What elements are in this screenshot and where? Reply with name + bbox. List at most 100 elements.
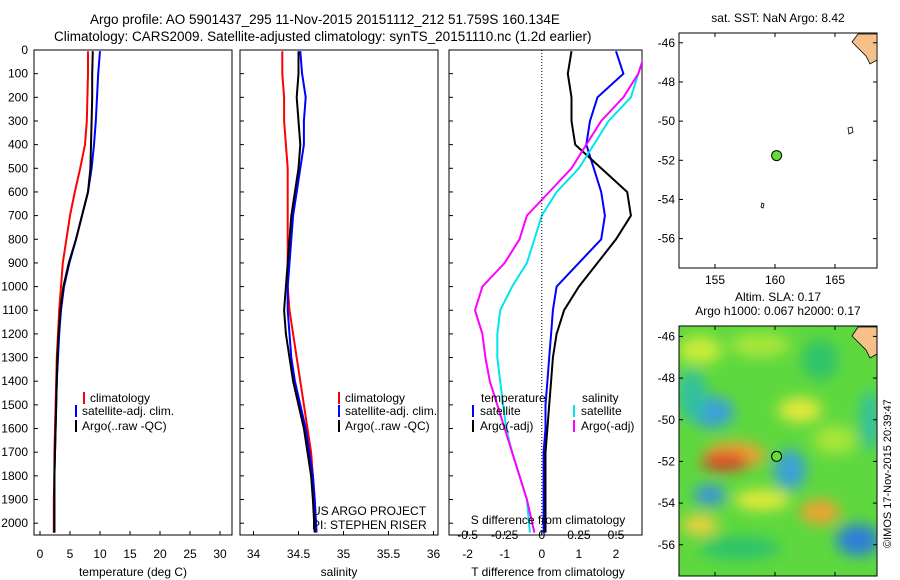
map-y-tick-label: -50 <box>658 413 676 427</box>
depth-tick-label: 200 <box>8 90 28 104</box>
sla-map-subtitle: Argo h1000: 0.067 h2000: 0.17 <box>695 304 861 318</box>
depth-tick-label: 1700 <box>1 445 28 459</box>
x-tick-label: 20 <box>153 547 167 561</box>
legend-label-climatology: climatology <box>90 391 150 405</box>
title-line-1: Argo profile: AO 5901437_295 11-Nov-2015… <box>90 12 560 27</box>
depth-tick-label: 300 <box>8 114 28 128</box>
map-x-tick-label: 165 <box>825 273 845 287</box>
depth-axis: 0 100 200 300 400 500 600 700 800 900 1000 1100 1200… <box>1 43 453 530</box>
x-tick-label: 36 <box>427 547 441 561</box>
map-y-tick-label: -48 <box>658 371 676 385</box>
map-y-tick-label: -46 <box>658 36 676 50</box>
temperature-legend: climatology satellite-adj. clim. Argo(..… <box>75 391 174 433</box>
float-position-marker <box>771 450 783 462</box>
x-tick-label: 15 <box>123 547 137 561</box>
map-x-tick-label: 160 <box>765 273 785 287</box>
land-shape-top <box>851 33 878 65</box>
sla-map-panel <box>678 325 878 577</box>
map-y-tick-label: -54 <box>658 192 676 206</box>
series-line-argo-raw-qc- <box>283 51 316 533</box>
project-credit: US ARGO PROJECT <box>312 504 427 518</box>
legend-label-satellite: satellite-adj. clim. <box>345 404 437 418</box>
legend-label-s-satellite: satellite <box>581 404 622 418</box>
series-line-satellite-adj-clim- <box>286 51 318 533</box>
x-tick-label: 10 <box>93 547 107 561</box>
top-tick-label: -0.5 <box>457 528 478 542</box>
x-tick-label: 30 <box>213 547 227 561</box>
top-tick-label: -0.25 <box>491 528 519 542</box>
map-y-tick-label: -56 <box>658 232 676 246</box>
depth-tick-label: 600 <box>8 185 28 199</box>
depth-tick-label: 1100 <box>2 303 28 317</box>
land-shape-top <box>851 326 877 359</box>
depth-tick-label: 0 <box>21 43 28 57</box>
depth-tick-label: 1400 <box>1 374 28 388</box>
depth-tick-label: 1300 <box>1 351 28 365</box>
sla-map-title: Altim. SLA: 0.17 <box>735 290 821 304</box>
pi-credit: PI: STEPHEN RISER <box>312 518 427 532</box>
map-y-tick-label: -50 <box>658 114 676 128</box>
legend-label-climatology: climatology <box>345 391 405 405</box>
top-tick-label: 0 <box>538 528 545 542</box>
series-line-argo-raw-qc- <box>53 51 94 533</box>
depth-tick-label: 900 <box>8 256 28 270</box>
legend-label-satellite: satellite-adj. clim. <box>82 404 174 418</box>
float-position-marker <box>771 150 783 162</box>
island-shape <box>760 202 765 209</box>
salinity-panel <box>239 49 439 536</box>
temperature-axis-label: temperature (deg C) <box>79 565 187 579</box>
map-x-tick-label: 155 <box>705 273 725 287</box>
s-difference-top-ticks: -0.5 -0.25 0 0.25 0.5 <box>457 528 624 542</box>
profile-series <box>52 50 642 533</box>
x-tick-label: 34 <box>247 547 261 561</box>
series-line-argo-adj- <box>544 51 632 533</box>
depth-tick-label: 400 <box>8 138 28 152</box>
legend-title-salinity: salinity <box>582 391 619 405</box>
x-tick-label: -2 <box>462 547 473 561</box>
x-axes: 0 5 10 15 20 25 30 34 34.5 35 35.5 36 -2 -1 0 1 2 <box>37 531 620 561</box>
depth-tick-label: 1900 <box>1 493 28 507</box>
panel-series-group <box>52 51 101 533</box>
panel-series-group <box>473 50 642 533</box>
depth-tick-label: 1500 <box>1 398 28 412</box>
x-tick-label: 2 <box>613 547 620 561</box>
t-difference-axis-label: T difference from climatology <box>471 565 625 579</box>
sla-heatmap <box>679 326 877 576</box>
series-line-argo-adj- <box>473 59 642 533</box>
map-y-tick-label: -54 <box>658 496 676 510</box>
map-y-tick-label: -52 <box>658 454 676 468</box>
x-tick-label: 25 <box>183 547 197 561</box>
s-difference-axis-label: S difference from climatology <box>471 513 626 527</box>
x-tick-label: 35.5 <box>377 547 401 561</box>
series-line-climatology <box>52 51 89 533</box>
x-tick-label: 1 <box>576 547 583 561</box>
x-tick-label: 0 <box>538 547 545 561</box>
x-tick-label: -1 <box>499 547 510 561</box>
panel-series-group <box>281 51 318 533</box>
map-y-tick-label: -46 <box>658 329 676 343</box>
difference-panel <box>448 49 643 536</box>
imos-watermark: ©IMOS 17-Nov-2015 20:39:47 <box>882 399 894 548</box>
legend-label-argo: Argo(..raw -QC) <box>345 419 430 433</box>
x-tick-label: 0 <box>37 547 44 561</box>
map-y-tick-label: -48 <box>658 75 676 89</box>
depth-tick-label: 1200 <box>1 327 28 341</box>
series-line-satellite <box>542 50 625 533</box>
depth-tick-label: 100 <box>8 67 28 81</box>
salinity-axis-label: salinity <box>321 565 358 579</box>
depth-tick-label: 500 <box>8 161 28 175</box>
difference-legend: temperature salinity satellite Argo(-adj… <box>472 391 634 433</box>
x-tick-label: 35 <box>337 547 351 561</box>
depth-tick-label: 2000 <box>1 516 28 530</box>
top-tick-label: 0.25 <box>567 528 591 542</box>
temperature-panel <box>33 49 233 536</box>
depth-tick-label: 1000 <box>1 280 28 294</box>
depth-tick-label: 1600 <box>1 422 28 436</box>
island-shape <box>847 126 854 135</box>
title-line-2: Climatology: CARS2009. Satellite-adjuste… <box>54 29 592 44</box>
legend-label-t-argo: Argo(-adj) <box>480 419 533 433</box>
depth-tick-label: 700 <box>8 209 28 223</box>
legend-label-s-argo: Argo(-adj) <box>581 419 634 433</box>
